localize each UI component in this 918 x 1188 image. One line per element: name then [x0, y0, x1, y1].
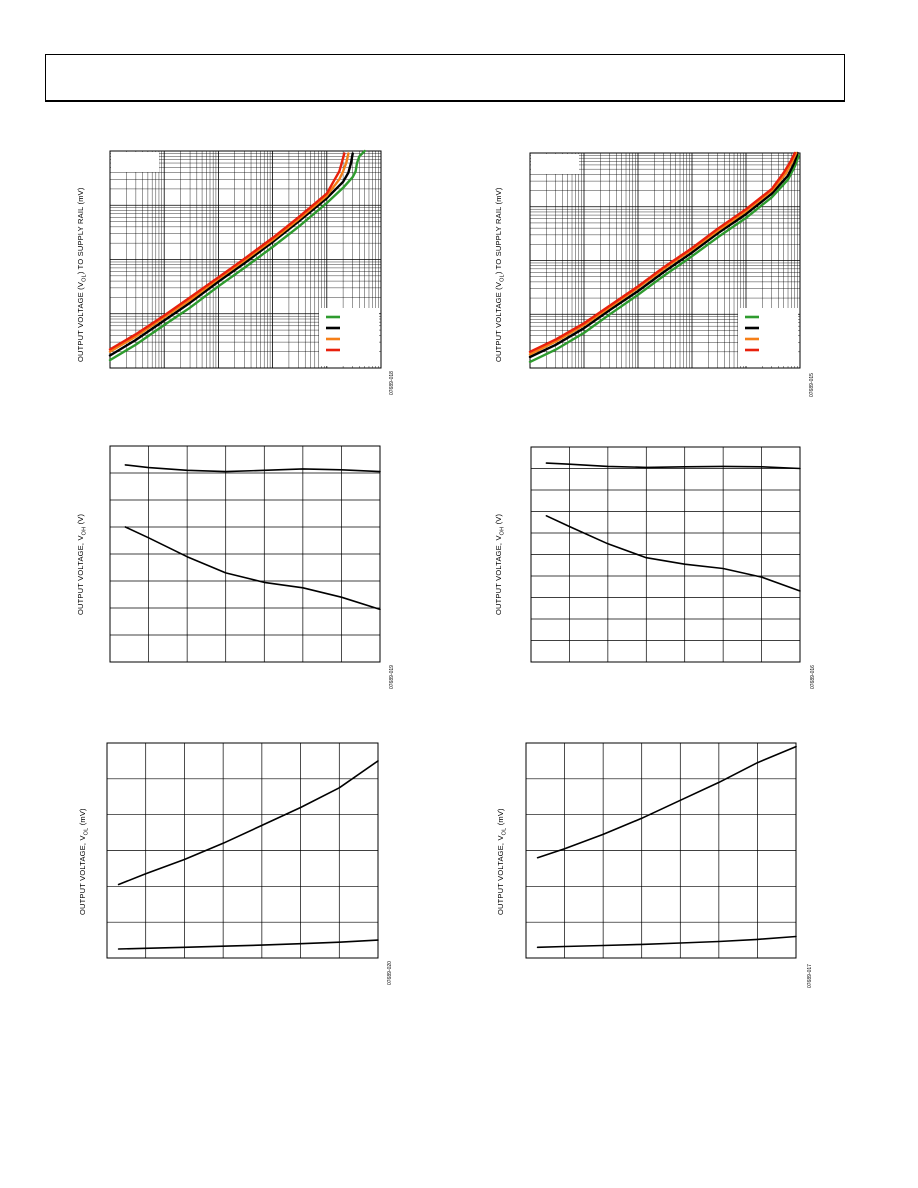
series-line-2 [124, 526, 381, 611]
grid [110, 446, 380, 662]
series-line-4 [528, 151, 796, 353]
series-line-4 [108, 152, 346, 351]
plot-frame [109, 150, 382, 369]
series-line-2 [545, 514, 801, 592]
series-line-1 [528, 154, 800, 364]
series-line-1 [117, 760, 379, 886]
grid [107, 743, 378, 958]
plot-frame [525, 742, 797, 959]
plot-frame [529, 152, 801, 369]
label-box-blank [111, 152, 159, 172]
series-line-2 [536, 935, 797, 949]
plot-frame [106, 742, 379, 959]
figure-id: 07689-017 [807, 964, 813, 988]
series-line-3 [108, 152, 350, 353]
legend [738, 308, 798, 366]
series-line-2 [528, 151, 799, 359]
series-line-2 [117, 939, 379, 950]
grid [531, 447, 800, 662]
legend [319, 308, 379, 366]
grid [526, 743, 796, 958]
label-box-blank [531, 154, 579, 174]
plot-frame [109, 445, 381, 663]
series-line-2 [108, 152, 354, 357]
y-axis-label: OUTPUT VOLTAGE, VOL (mV) [496, 808, 508, 915]
series-line-1 [536, 745, 797, 859]
series-line-1 [545, 462, 801, 470]
series-line-1 [124, 464, 381, 473]
page-header-box [45, 54, 845, 102]
plot-frame [530, 446, 801, 663]
series-line-1 [108, 149, 366, 362]
